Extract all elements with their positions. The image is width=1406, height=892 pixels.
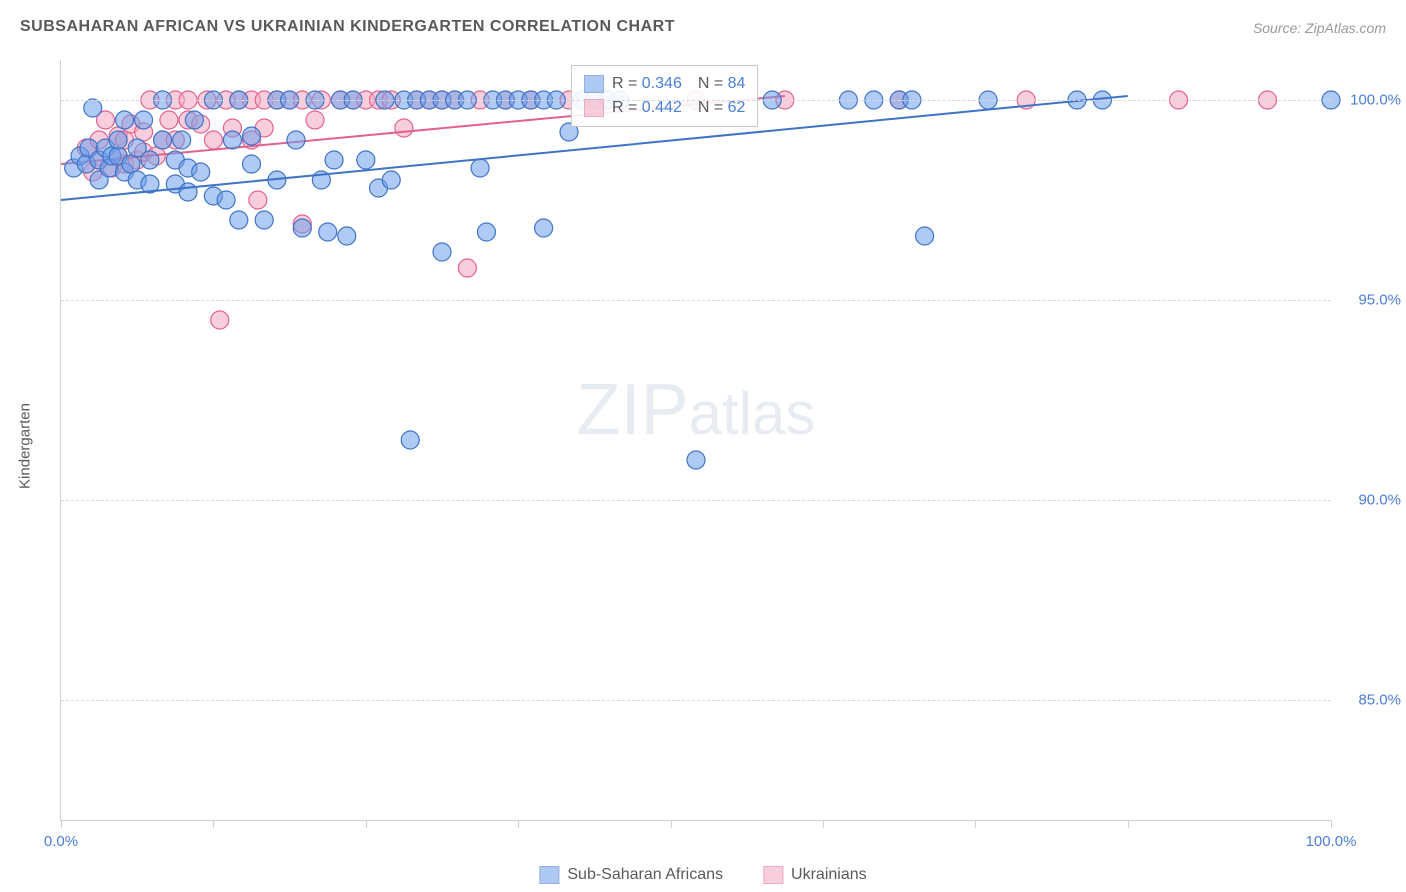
data-point: [471, 159, 489, 177]
gridline: [61, 500, 1331, 501]
data-point: [230, 211, 248, 229]
plot-area: ZIPatlas R = 0.346 N = 84 R = 0.442 N = …: [60, 60, 1331, 821]
data-point: [255, 211, 273, 229]
x-tick: [61, 820, 62, 828]
data-point: [401, 431, 419, 449]
data-point: [319, 223, 337, 241]
x-tick: [518, 820, 519, 828]
data-point: [179, 183, 197, 201]
x-tick: [213, 820, 214, 828]
data-point: [395, 119, 413, 137]
data-point: [458, 259, 476, 277]
series-legend: Sub-Saharan Africans Ukrainians: [539, 866, 866, 884]
swatch-ukrainian: [584, 99, 604, 117]
data-point: [141, 151, 159, 169]
data-point: [211, 311, 229, 329]
data-point: [477, 223, 495, 241]
chart-title: SUBSAHARAN AFRICAN VS UKRAINIAN KINDERGA…: [20, 18, 675, 36]
gridline: [61, 700, 1331, 701]
stats-legend: R = 0.346 N = 84 R = 0.442 N = 62: [571, 65, 758, 127]
data-point: [135, 111, 153, 129]
data-point: [306, 111, 324, 129]
data-point: [116, 111, 134, 129]
data-point: [338, 227, 356, 245]
data-point: [217, 191, 235, 209]
legend-item-ukrainian: Ukrainians: [763, 866, 867, 884]
x-tick: [671, 820, 672, 828]
data-point: [287, 131, 305, 149]
x-tick: [366, 820, 367, 828]
legend-item-subsaharan: Sub-Saharan Africans: [539, 866, 723, 884]
data-point: [192, 163, 210, 181]
x-tick: [1128, 820, 1129, 828]
data-point: [243, 127, 261, 145]
swatch-ukrainian: [763, 866, 783, 884]
data-point: [293, 219, 311, 237]
swatch-subsaharan: [539, 866, 559, 884]
data-point: [84, 99, 102, 117]
y-tick-label: 95.0%: [1341, 292, 1401, 309]
y-tick-label: 85.0%: [1341, 692, 1401, 709]
data-point: [122, 155, 140, 173]
data-point: [154, 131, 172, 149]
x-tick: [823, 820, 824, 828]
data-point: [204, 131, 222, 149]
x-tick: [1331, 820, 1332, 828]
data-point: [109, 131, 127, 149]
x-tick-label: 0.0%: [44, 833, 78, 850]
scatter-layer: [61, 60, 1331, 820]
gridline: [61, 100, 1331, 101]
gridline: [61, 300, 1331, 301]
r-label: R = 0.346: [612, 72, 682, 96]
data-point: [173, 131, 191, 149]
data-point: [185, 111, 203, 129]
data-point: [160, 111, 178, 129]
n-label: N = 84: [698, 72, 746, 96]
x-tick: [975, 820, 976, 828]
data-point: [535, 219, 553, 237]
y-axis-label: Kindergarten: [17, 403, 34, 489]
data-point: [243, 155, 261, 173]
stats-row-a: R = 0.346 N = 84: [584, 72, 745, 96]
x-tick-label: 100.0%: [1306, 833, 1357, 850]
legend-label: Ukrainians: [791, 866, 867, 884]
data-point: [223, 131, 241, 149]
y-tick-label: 100.0%: [1341, 92, 1401, 109]
data-point: [433, 243, 451, 261]
data-point: [249, 191, 267, 209]
source-label: Source: ZipAtlas.com: [1253, 20, 1386, 36]
data-point: [687, 451, 705, 469]
data-point: [382, 171, 400, 189]
y-tick-label: 90.0%: [1341, 492, 1401, 509]
data-point: [916, 227, 934, 245]
data-point: [325, 151, 343, 169]
legend-label: Sub-Saharan Africans: [567, 866, 723, 884]
swatch-subsaharan: [584, 75, 604, 93]
data-point: [357, 151, 375, 169]
